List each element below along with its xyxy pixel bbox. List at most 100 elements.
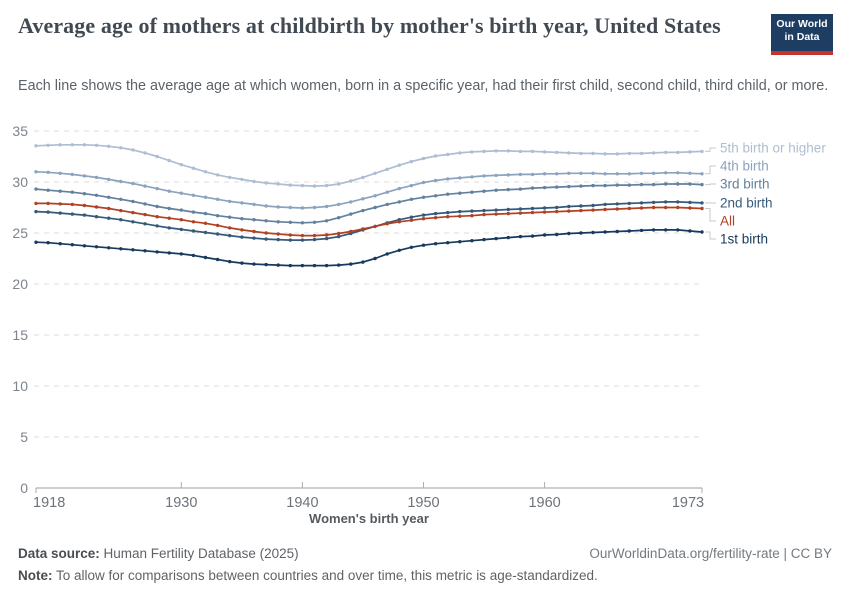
data-point-3rd-birth-1940 bbox=[300, 221, 305, 225]
series-line-5th-birth-or-higher[interactable] bbox=[35, 143, 703, 187]
legend-label-5th-birth-or-higher[interactable]: 5th birth or higher bbox=[720, 141, 826, 156]
data-point-5th-birth-or-higher-1952 bbox=[446, 152, 450, 157]
data-point-4th-birth-1951 bbox=[433, 178, 438, 183]
data-point-all-1957 bbox=[506, 211, 510, 216]
legend-label-3rd-birth[interactable]: 3rd birth bbox=[720, 177, 770, 192]
data-point-2nd-birth-1962 bbox=[567, 204, 571, 209]
data-point-1st-birth-1922 bbox=[82, 244, 87, 248]
data-point-1st-birth-1930 bbox=[179, 252, 183, 256]
data-point-2nd-birth-1954 bbox=[470, 209, 474, 213]
data-point-all-1958 bbox=[518, 211, 523, 215]
legend-connector-all bbox=[705, 208, 716, 222]
data-point-5th-birth-or-higher-1972 bbox=[688, 150, 692, 154]
data-point-5th-birth-or-higher-1944 bbox=[349, 179, 353, 183]
data-point-4th-birth-1971 bbox=[676, 171, 680, 175]
data-point-all-1955 bbox=[482, 212, 486, 217]
data-point-all-1920 bbox=[58, 202, 62, 206]
data-point-3rd-birth-1962 bbox=[567, 184, 571, 189]
data-point-all-1921 bbox=[70, 202, 75, 207]
data-point-3rd-birth-1965 bbox=[603, 183, 607, 188]
y-tick-label-5: 5 bbox=[20, 429, 28, 445]
data-point-2nd-birth-1931 bbox=[191, 229, 196, 233]
legend-label-4th-birth[interactable]: 4th birth bbox=[720, 159, 769, 174]
data-point-5th-birth-or-higher-1925 bbox=[119, 146, 123, 150]
data-point-3rd-birth-1959 bbox=[530, 186, 535, 190]
owid-logo[interactable]: Our World in Data bbox=[771, 14, 833, 55]
data-point-all-1931 bbox=[191, 220, 196, 224]
data-point-2nd-birth-1959 bbox=[530, 206, 535, 211]
data-point-2nd-birth-1972 bbox=[688, 200, 692, 205]
data-point-1st-birth-1972 bbox=[688, 229, 692, 233]
legend-label-2nd-birth[interactable]: 2nd birth bbox=[720, 196, 773, 211]
data-point-3rd-birth-1922 bbox=[82, 192, 87, 196]
data-point-1st-birth-1966 bbox=[615, 229, 619, 234]
data-point-2nd-birth-1929 bbox=[167, 226, 171, 230]
data-point-all-1946 bbox=[373, 224, 377, 229]
data-point-1st-birth-1964 bbox=[591, 230, 595, 235]
data-point-2nd-birth-1949 bbox=[409, 215, 414, 219]
data-point-all-1964 bbox=[591, 208, 595, 212]
data-point-5th-birth-or-higher-1932 bbox=[203, 170, 208, 174]
data-point-5th-birth-or-higher-1936 bbox=[252, 179, 256, 184]
data-point-5th-birth-or-higher-1929 bbox=[167, 158, 171, 163]
data-point-all-1933 bbox=[215, 223, 220, 228]
y-tick-label-20: 20 bbox=[12, 276, 28, 292]
data-point-1st-birth-1950 bbox=[421, 243, 426, 247]
data-point-4th-birth-1953 bbox=[458, 176, 462, 180]
series-line-4th-birth[interactable] bbox=[35, 170, 703, 209]
legend-label-all[interactable]: All bbox=[720, 214, 735, 229]
series-line-all[interactable] bbox=[36, 202, 703, 237]
data-point-5th-birth-or-higher-1970 bbox=[664, 150, 668, 155]
data-point-2nd-birth-1955 bbox=[482, 208, 486, 213]
data-point-2nd-birth-1971 bbox=[676, 200, 680, 204]
data-point-3rd-birth-1951 bbox=[433, 194, 438, 198]
data-point-2nd-birth-1935 bbox=[240, 235, 244, 239]
legend-label-1st-birth[interactable]: 1st birth bbox=[720, 232, 768, 247]
series-line-3rd-birth[interactable] bbox=[35, 183, 703, 224]
data-point-2nd-birth-1924 bbox=[107, 216, 111, 220]
data-point-4th-birth-1949 bbox=[409, 183, 414, 188]
data-point-1st-birth-1923 bbox=[94, 245, 99, 249]
data-point-5th-birth-or-higher-1954 bbox=[470, 150, 474, 154]
data-point-5th-birth-or-higher-1969 bbox=[651, 151, 656, 155]
data-point-1st-birth-1945 bbox=[361, 260, 365, 264]
data-point-all-1934 bbox=[228, 226, 232, 230]
series-line-1st-birth[interactable] bbox=[35, 229, 703, 267]
data-point-5th-birth-or-higher-1937 bbox=[264, 181, 268, 185]
data-point-4th-birth-1918 bbox=[34, 170, 38, 174]
data-point-1st-birth-1959 bbox=[530, 234, 535, 238]
data-point-4th-birth-1942 bbox=[324, 204, 329, 209]
y-tick-label-30: 30 bbox=[12, 174, 28, 190]
data-point-3rd-birth-1936 bbox=[252, 218, 256, 222]
data-point-4th-birth-1943 bbox=[337, 202, 341, 207]
data-point-2nd-birth-1936 bbox=[252, 236, 256, 240]
data-point-2nd-birth-1927 bbox=[143, 222, 147, 226]
data-point-3rd-birth-1929 bbox=[167, 206, 171, 211]
data-point-2nd-birth-1926 bbox=[131, 220, 135, 224]
data-point-all-1956 bbox=[494, 212, 498, 216]
data-point-all-1928 bbox=[155, 215, 159, 219]
data-point-4th-birth-1973 bbox=[700, 172, 704, 176]
footer-link[interactable]: OurWorldinData.org/fertility-rate | CC B… bbox=[589, 546, 832, 561]
data-point-4th-birth-1924 bbox=[107, 177, 111, 182]
data-source: Data source: Human Fertility Database (2… bbox=[18, 546, 299, 561]
data-point-all-1937 bbox=[264, 231, 268, 235]
data-point-4th-birth-1922 bbox=[82, 174, 87, 178]
data-point-all-1923 bbox=[94, 205, 99, 209]
data-point-1st-birth-1956 bbox=[494, 236, 498, 241]
data-point-all-1929 bbox=[167, 216, 171, 220]
data-point-2nd-birth-1964 bbox=[591, 203, 595, 208]
data-point-3rd-birth-1938 bbox=[276, 220, 280, 224]
data-point-2nd-birth-1970 bbox=[664, 200, 668, 204]
data-point-1st-birth-1941 bbox=[312, 263, 317, 268]
data-point-3rd-birth-1928 bbox=[155, 204, 159, 209]
data-point-2nd-birth-1925 bbox=[119, 218, 123, 222]
data-point-5th-birth-or-higher-1922 bbox=[82, 143, 87, 147]
data-point-all-1968 bbox=[639, 206, 644, 210]
data-point-all-1972 bbox=[688, 206, 692, 210]
series-line-2nd-birth[interactable] bbox=[35, 201, 703, 241]
data-point-4th-birth-1963 bbox=[579, 171, 583, 175]
data-point-1st-birth-1925 bbox=[119, 247, 123, 251]
data-source-label: Data source: bbox=[18, 546, 100, 561]
data-point-all-1930 bbox=[179, 218, 183, 222]
